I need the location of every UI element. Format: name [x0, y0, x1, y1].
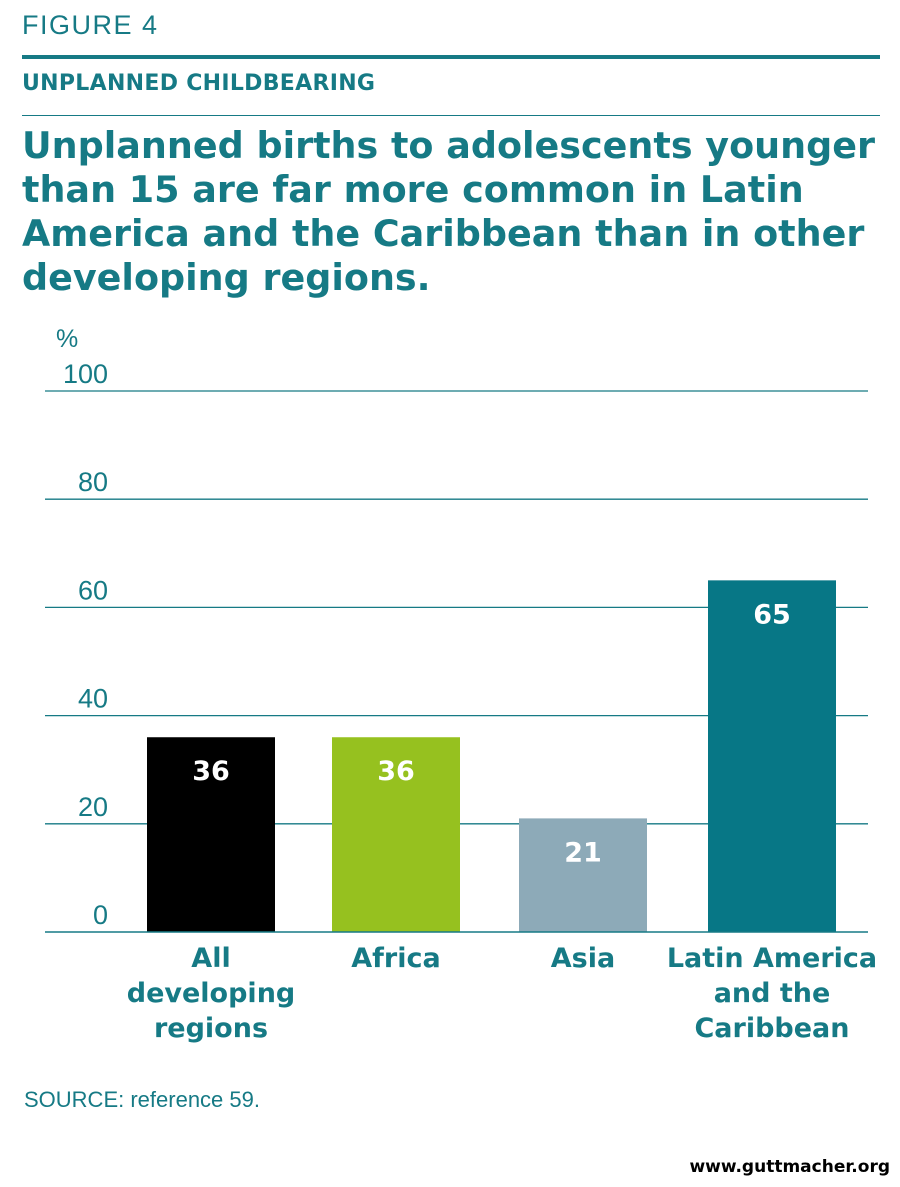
category-label-4: Latin America and the Caribbean — [667, 943, 877, 1044]
source-note: SOURCE: reference 59. — [24, 1087, 260, 1112]
category-label-line: and the — [714, 978, 831, 1009]
category-label-line: regions — [154, 1013, 268, 1044]
bar-2 — [332, 737, 460, 932]
category-label-2: Africa — [351, 943, 440, 974]
figure-label: FIGURE 4 — [22, 10, 159, 40]
y-tick-label-80: 80 — [78, 467, 108, 497]
kicker-title: UNPLANNED CHILDBEARING — [22, 71, 376, 96]
category-label-line: developing — [127, 978, 296, 1009]
y-tick-label-60: 60 — [78, 575, 108, 605]
kicker-rule — [22, 115, 880, 116]
y-tick-label-40: 40 — [78, 684, 108, 714]
data-label-1: 36 — [192, 756, 230, 787]
y-axis-unit-label: % — [56, 325, 78, 353]
category-label-line: Caribbean — [694, 1013, 849, 1044]
chart-headline: Unplanned births to adolescents younger … — [22, 124, 875, 299]
header-rule — [22, 55, 880, 59]
category-label-line: Latin America — [667, 943, 877, 974]
y-tick-label-0: 0 — [93, 900, 108, 930]
data-label-4: 65 — [753, 599, 791, 630]
bar-3 — [519, 818, 647, 932]
category-label-1: All developing regions — [127, 943, 296, 1044]
bar-1 — [147, 737, 275, 932]
data-label-2: 36 — [377, 756, 415, 787]
category-label-line: Asia — [551, 943, 615, 974]
category-label-line: All — [191, 943, 230, 974]
y-tick-label-20: 20 — [78, 792, 108, 822]
y-tick-label-100: 100 — [63, 359, 108, 389]
website-url: www.guttmacher.org — [689, 1157, 890, 1177]
category-label-line: Africa — [351, 943, 440, 974]
data-label-3: 21 — [564, 837, 602, 868]
category-label-3: Asia — [551, 943, 615, 974]
bar-4 — [708, 580, 836, 932]
bar-chart: % 0 20 40 60 80 100 36 36 21 65 All developing region… — [45, 325, 877, 1044]
